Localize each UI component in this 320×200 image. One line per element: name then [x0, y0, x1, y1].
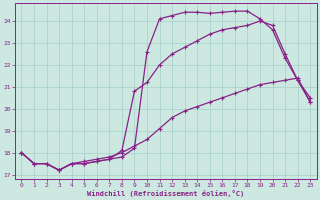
X-axis label: Windchill (Refroidissement éolien,°C): Windchill (Refroidissement éolien,°C): [87, 190, 244, 197]
